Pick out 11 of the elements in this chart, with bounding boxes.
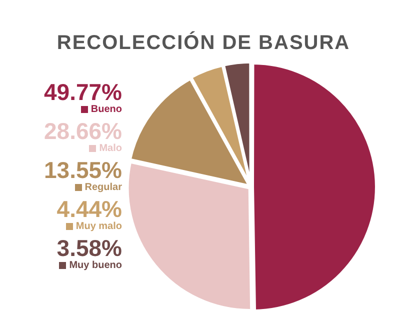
data-label: 49.77%	[44, 79, 122, 105]
legend-label: Malo	[99, 143, 122, 154]
legend-label: Muy bueno	[69, 260, 122, 271]
data-label: 28.66%	[44, 118, 122, 144]
legend-label: Muy malo	[76, 221, 122, 232]
data-label: 3.58%	[56, 235, 122, 261]
legend-label: Regular	[84, 182, 122, 193]
data-label: 13.55%	[44, 157, 122, 183]
legend-label: Bueno	[90, 104, 122, 115]
data-label: 4.44%	[56, 196, 122, 222]
chart-title: RECOLECCIÓN DE BASURA	[56, 32, 352, 55]
